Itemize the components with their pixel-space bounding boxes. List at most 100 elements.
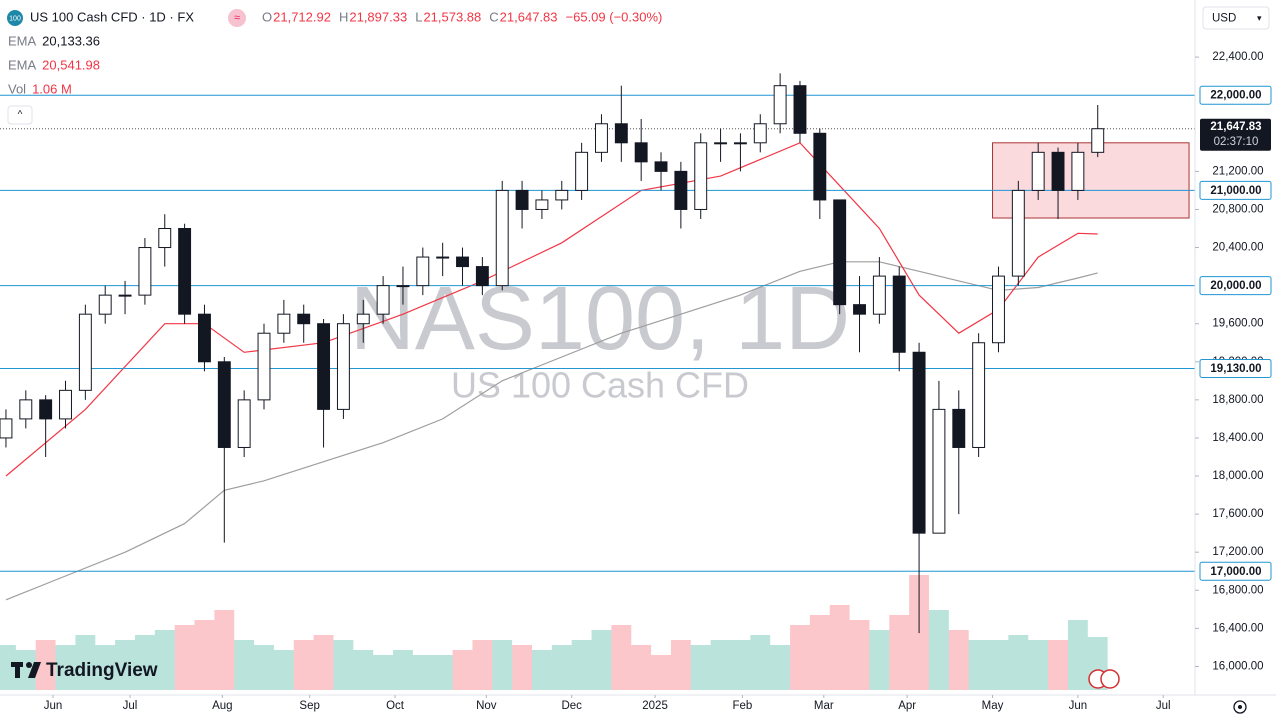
compare-icon[interactable] — [228, 9, 246, 27]
candle-body — [992, 275, 1005, 344]
x-tick-label: Feb — [732, 700, 752, 712]
y-tick-label: 20,400.00 — [1212, 242, 1263, 254]
candle-body — [118, 294, 132, 297]
logo-mark — [26, 662, 32, 668]
volume-bar — [174, 625, 195, 690]
indicator-value: 20,133.36 — [42, 33, 100, 48]
indicator-label: EMA — [8, 57, 37, 72]
x-tick-label: Oct — [386, 700, 405, 712]
collapse-button[interactable] — [7, 105, 33, 125]
settings-icon[interactable] — [1233, 700, 1247, 714]
volume-bar — [512, 645, 532, 690]
symbol-title[interactable]: US 100 Cash CFD · 1D · FX — [30, 9, 194, 24]
candle-body — [1051, 151, 1065, 191]
volume-bar — [15, 650, 36, 690]
candle-body — [535, 199, 549, 210]
volume-bar — [412, 655, 433, 690]
candle-body — [1031, 151, 1045, 191]
ohlc-label: L — [415, 9, 422, 24]
y-tick-label: 17,200.00 — [1212, 546, 1263, 558]
volume-bar — [55, 645, 76, 690]
indicator-legend: EMA 20,133.36 EMA 20,541.98 Vol 1.06 M — [8, 33, 100, 96]
level-label-box — [1199, 180, 1272, 200]
last-price-label: 21,647.83 — [1210, 121, 1261, 133]
volume-bar — [95, 645, 116, 690]
ohlc-label: H — [339, 9, 348, 24]
currency-button[interactable] — [1202, 6, 1270, 30]
indicator-value: 20,541.98 — [42, 57, 100, 72]
volume-bar — [988, 640, 1009, 690]
candle-body — [892, 275, 906, 353]
volume-bar — [393, 650, 413, 690]
volume-bar — [154, 630, 175, 690]
candle-body — [912, 351, 926, 534]
flag-circle — [1100, 669, 1120, 689]
x-tick-label: Jul — [123, 700, 138, 712]
indicator-value: 1.06 M — [32, 81, 72, 96]
ohlc-value: 21,712.92 — [273, 9, 331, 24]
y-tick-label: 21,200.00 — [1212, 165, 1263, 177]
axes: 22,400.00 21,200.00 20,800.00 20,400.00 19,6… — [44, 51, 1272, 712]
volume-bar — [551, 645, 572, 690]
level-label-box — [1199, 85, 1272, 105]
volume-bar — [770, 645, 791, 690]
candle-body — [833, 199, 847, 306]
candles — [0, 73, 1105, 634]
volume-bar — [730, 640, 751, 690]
x-tick-label: Sep — [299, 700, 319, 712]
symbol-badge[interactable] — [7, 10, 23, 26]
indicator-label: EMA — [8, 33, 37, 48]
logo-mark — [28, 662, 41, 678]
x-tick-label: Apr — [898, 700, 916, 712]
candle-body — [0, 418, 13, 439]
x-tick-label: Jun — [1069, 700, 1088, 712]
candle-body — [694, 142, 708, 210]
level-label-box — [1199, 561, 1272, 581]
level-label: 19,130.00 — [1210, 363, 1261, 375]
volume-bar — [889, 615, 910, 690]
volume-bar — [651, 655, 671, 690]
candle-body — [872, 275, 886, 315]
volume-bar — [591, 630, 612, 690]
level-label: 21,000.00 — [1210, 185, 1261, 197]
x-tick-label: May — [982, 700, 1004, 712]
candle-body — [555, 189, 569, 201]
candle-body — [515, 189, 529, 210]
volume-bar — [670, 640, 691, 690]
volume-bar — [929, 610, 949, 690]
volume-bar — [353, 650, 374, 690]
candle-body — [19, 399, 33, 420]
ohlc-label: C — [489, 9, 498, 24]
candle-body — [714, 142, 728, 145]
volume-bar — [710, 640, 731, 690]
volume-bar — [1008, 635, 1029, 690]
volume-bar — [829, 605, 850, 690]
volume-bar — [432, 655, 453, 690]
range-box — [992, 142, 1190, 219]
candle-body — [1091, 128, 1105, 153]
candle-body — [98, 294, 112, 315]
volume-bar — [790, 625, 810, 690]
level-label: 17,000.00 — [1210, 566, 1261, 578]
candle-body — [793, 85, 807, 134]
candle-body — [376, 285, 390, 315]
candle-body — [654, 161, 668, 172]
candle-body — [853, 304, 866, 315]
volume-bar — [611, 625, 632, 690]
volume-bar — [809, 615, 830, 690]
volume-bar — [273, 650, 294, 690]
y-tick-label: 20,800.00 — [1212, 203, 1263, 215]
volume-bar — [948, 630, 969, 690]
candle-body — [773, 85, 787, 125]
compare-icon-glyph: ≈ — [234, 12, 240, 24]
volume-bar — [0, 645, 16, 690]
volume-bar — [333, 640, 354, 690]
volume-bar — [234, 640, 255, 690]
volume-bar — [373, 655, 394, 690]
y-tick-label: 19,600.00 — [1212, 318, 1263, 330]
flag-icon[interactable] — [1088, 669, 1120, 689]
candle-body — [813, 132, 827, 201]
volume-bar — [849, 620, 870, 690]
logo-mark — [15, 662, 20, 678]
volume-bar — [313, 635, 334, 690]
